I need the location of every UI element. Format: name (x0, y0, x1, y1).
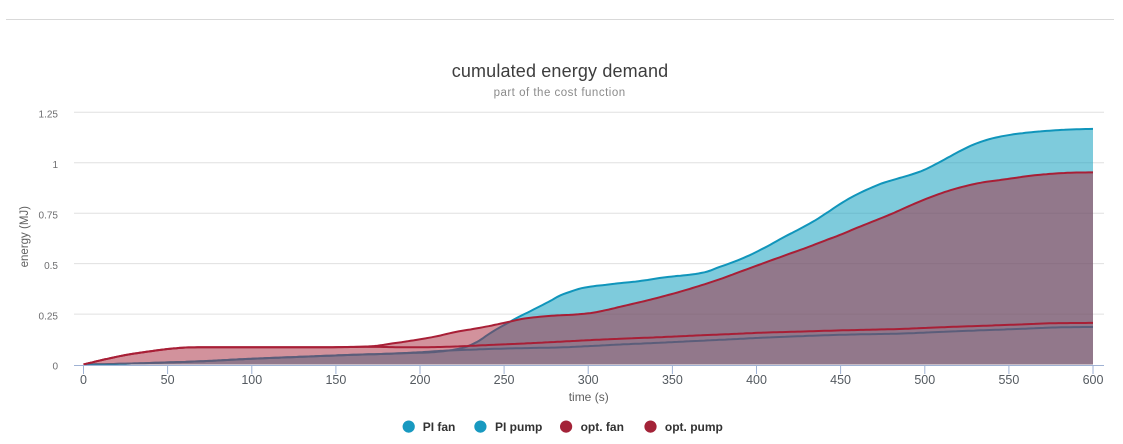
svg-text:0: 0 (52, 362, 58, 373)
svg-text:time (s): time (s) (569, 390, 609, 404)
svg-text:0: 0 (80, 373, 87, 387)
svg-text:150: 150 (325, 373, 346, 387)
svg-text:opt. fan: opt. fan (581, 420, 624, 434)
svg-text:400: 400 (746, 373, 767, 387)
svg-text:PI fan: PI fan (423, 420, 456, 434)
svg-text:300: 300 (578, 373, 599, 387)
svg-text:1: 1 (52, 160, 58, 171)
svg-text:100: 100 (241, 373, 262, 387)
svg-text:500: 500 (914, 373, 935, 387)
svg-text:PI pump: PI pump (495, 420, 542, 434)
svg-text:250: 250 (494, 373, 515, 387)
svg-text:opt. pump: opt. pump (665, 420, 723, 434)
svg-text:550: 550 (998, 373, 1019, 387)
svg-text:0.5: 0.5 (44, 261, 58, 272)
svg-text:0.75: 0.75 (39, 210, 59, 221)
svg-text:350: 350 (662, 373, 683, 387)
svg-text:1.25: 1.25 (39, 110, 59, 121)
svg-text:energy (MJ): energy (MJ) (19, 206, 31, 268)
svg-text:50: 50 (161, 373, 175, 387)
svg-text:450: 450 (830, 373, 851, 387)
svg-text:200: 200 (410, 373, 431, 387)
svg-text:part of the cost function: part of the cost function (494, 87, 626, 99)
svg-text:cumulated energy demand: cumulated energy demand (452, 61, 669, 81)
svg-text:0.25: 0.25 (39, 311, 59, 322)
svg-text:600: 600 (1083, 373, 1104, 387)
